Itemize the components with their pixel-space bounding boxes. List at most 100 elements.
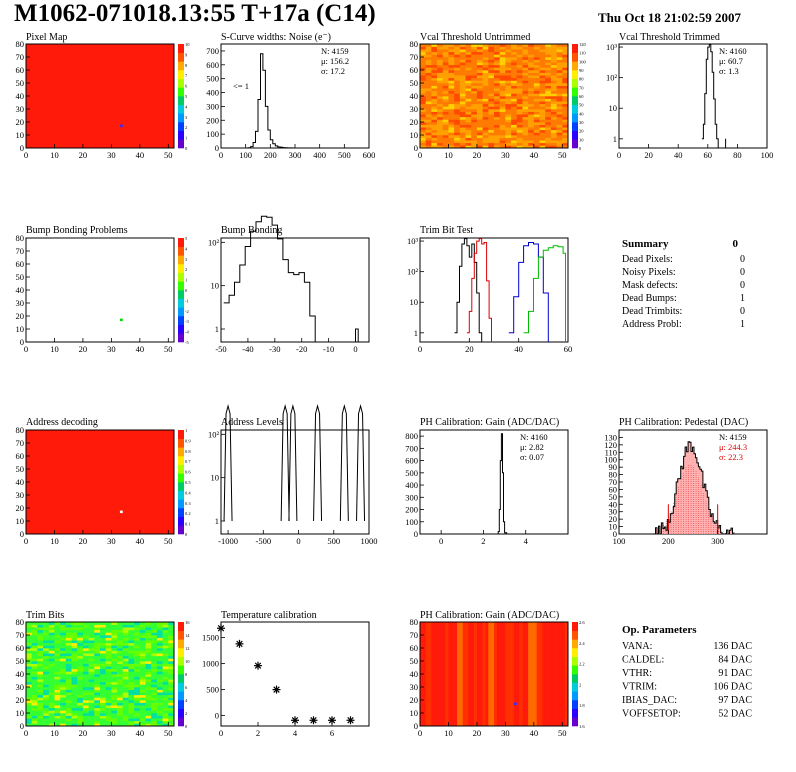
heatmap-cell (43, 720, 50, 724)
heatmap-cell (43, 710, 50, 714)
heatmap-cell (505, 49, 512, 53)
heatmap-cell (494, 109, 500, 112)
heatmap-cell (476, 54, 483, 58)
heatmap-cell (134, 629, 141, 633)
heatmap-cell (65, 702, 72, 706)
heatmap-cell (505, 90, 512, 94)
color-scale-label: 5 (185, 236, 188, 241)
stats-line: μ: 60.7 (719, 56, 743, 66)
heatmap-cell (111, 622, 118, 625)
heatmap-cell (533, 111, 540, 115)
color-scale-label: 5 (185, 94, 188, 99)
heatmap-cell (471, 62, 478, 66)
heatmap-cell (122, 624, 129, 628)
heatmap-cell (431, 106, 438, 110)
heatmap-cell (156, 692, 163, 696)
heatmap-cell (562, 101, 569, 105)
heatmap-cell (122, 713, 129, 716)
heatmap-cell (145, 692, 152, 696)
y-tick-label: 70 (410, 52, 419, 62)
heatmap-cell (522, 67, 529, 71)
heatmap-cell (431, 85, 438, 89)
heatmap-column (548, 622, 552, 726)
heatmap-cell (162, 629, 169, 633)
summary-value: 0 (733, 238, 739, 250)
heatmap-cell (454, 137, 461, 141)
heatmap-cell (71, 622, 78, 625)
y-tick-label: 0 (414, 529, 418, 539)
heatmap-cell (77, 707, 84, 711)
x-tick-label: 40 (514, 344, 523, 354)
heatmap-cell (43, 687, 50, 690)
heatmap-cell (494, 127, 500, 131)
color-scale-segment (572, 656, 578, 666)
heatmap-cell (459, 129, 466, 133)
color-scale-label: 0.6 (185, 470, 191, 475)
heatmap-cell (162, 707, 169, 711)
heatmap-cell (471, 116, 478, 120)
heatmap-cell (26, 624, 32, 628)
heatmap-cell (82, 653, 89, 657)
y-tick-label: 60 (16, 259, 25, 269)
heatmap-cell (117, 663, 124, 667)
heatmap-cell (100, 622, 106, 625)
heatmap-cell (88, 653, 95, 657)
y-tick-label: 70 (609, 477, 618, 487)
color-scale-segment (178, 44, 184, 53)
heatmap-cell (26, 705, 32, 709)
heatmap-cell (156, 723, 163, 727)
x-tick-label: 500 (338, 150, 351, 160)
heatmap-cell (431, 88, 438, 92)
heatmap-cell (105, 624, 112, 628)
heatmap-cell (117, 684, 124, 688)
heatmap-cell (494, 77, 500, 81)
heatmap-cell (82, 642, 89, 646)
heatmap-cell (562, 57, 569, 60)
heatmap-cell (476, 111, 483, 115)
heatmap-cell (522, 54, 529, 58)
heatmap-cell (511, 51, 518, 55)
x-tick-label: 0 (219, 150, 223, 160)
heatmap-cell (528, 46, 535, 50)
vcal-untrimmed-title: Vcal Threshold Untrimmed (420, 32, 530, 43)
heatmap-cell (499, 124, 506, 128)
heatmap-cell (459, 124, 466, 128)
heatmap-cell (437, 88, 444, 92)
heatmap-cell (442, 111, 449, 115)
heatmap-cell (459, 140, 466, 144)
heatmap-cell (465, 124, 472, 128)
heatmap-cell (494, 44, 500, 47)
heatmap-cell (528, 70, 535, 73)
heatmap-cell (111, 668, 118, 672)
heatmap-cell (48, 653, 55, 657)
heatmap-cell (465, 75, 472, 79)
heatmap-cell (162, 718, 169, 722)
heatmap-cell (465, 90, 472, 94)
heatmap-column (522, 622, 526, 726)
heatmap-cell (145, 668, 152, 672)
heatmap-cell (471, 119, 478, 123)
color-scale-label: -2 (185, 309, 189, 314)
x-tick-label: 0 (296, 536, 300, 546)
heatmap-cell (420, 62, 426, 66)
heatmap-cell (43, 650, 50, 654)
heatmap-cell (556, 67, 563, 71)
heatmap-cell (482, 51, 489, 55)
heatmap-cell (168, 684, 175, 688)
heatmap-cell (494, 98, 500, 102)
heatmap-cell (94, 707, 101, 711)
heatmap-cell (145, 713, 152, 716)
heatmap-cell (156, 624, 163, 628)
heatmap-cell (100, 666, 106, 670)
heatmap-cell (448, 67, 455, 71)
heatmap-cell (88, 635, 95, 638)
heatmap-cell (516, 80, 523, 84)
color-scale-segment (178, 139, 184, 149)
heatmap-cell (499, 44, 506, 47)
heatmap-cell (100, 653, 106, 657)
heatmap-cell (448, 62, 455, 66)
heatmap-cell (31, 642, 38, 646)
heatmap-cell (48, 694, 55, 698)
heatmap-cell (471, 67, 478, 71)
y-tick-label: 40 (609, 499, 618, 509)
